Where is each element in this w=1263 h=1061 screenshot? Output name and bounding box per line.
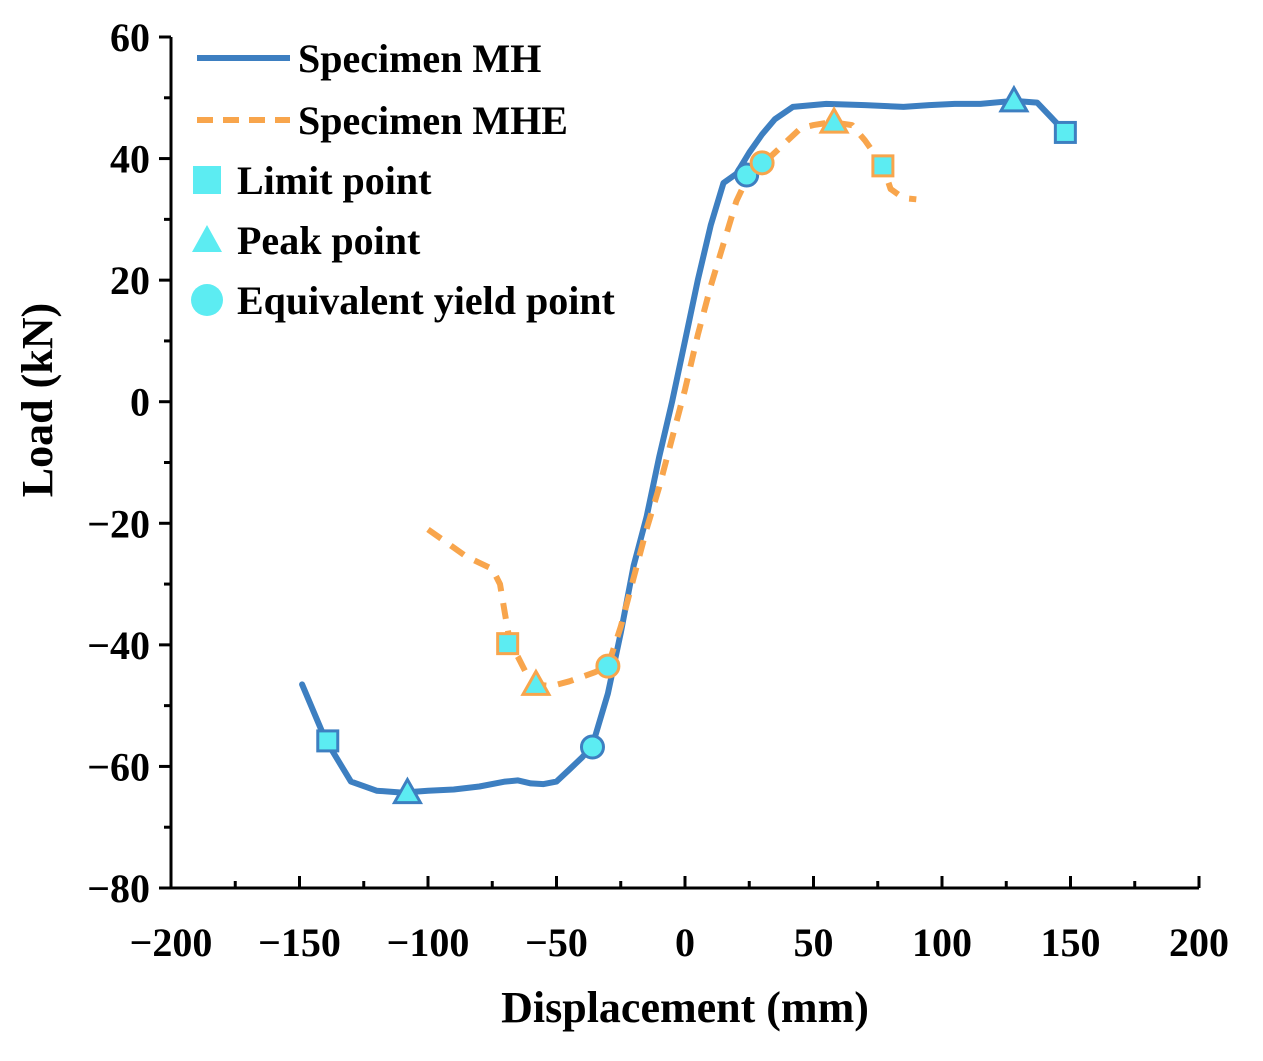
y-tick-label: 20 [110, 258, 150, 303]
y-tick-label: 0 [130, 380, 150, 425]
x-tick-label: 150 [1041, 920, 1101, 965]
legend-label-peak: Peak point [237, 218, 421, 263]
x-tick-label: 100 [912, 920, 972, 965]
axes-frame [169, 37, 1199, 890]
legend-label-limit: Limit point [237, 158, 432, 203]
equivalent-yield-point-marker [579, 734, 605, 760]
y-tick-label: −60 [87, 744, 150, 789]
equivalent-yield-point-marker [595, 653, 621, 679]
legend-label-yield: Equivalent yield point [237, 278, 616, 323]
legend-peak-triangle-icon [192, 225, 222, 252]
tick-labels: −200 −150 −100 −50 0 50 100 150 200−80−60−40−200… [87, 15, 1229, 965]
markers-layer [316, 84, 1077, 805]
limit-point-marker [496, 632, 520, 656]
legend-limit-square-icon [193, 166, 221, 194]
legend-label-mhe: Specimen MHE [298, 98, 568, 143]
x-tick-label: −50 [525, 920, 588, 965]
x-tick-label: 200 [1169, 920, 1229, 965]
x-tick-label: −200 [130, 920, 213, 965]
equivalent-yield-point-marker [749, 150, 775, 176]
legend: Specimen MH Specimen MHE Limit point Pea… [191, 36, 616, 323]
y-axis-title: Load (kN) [13, 303, 62, 497]
x-tick-label: 50 [794, 920, 834, 965]
peak-point-marker [998, 84, 1030, 113]
y-tick-label: −40 [87, 623, 150, 668]
x-tick-label: −100 [387, 920, 470, 965]
limit-point-marker [871, 154, 895, 178]
peak-point-marker [818, 106, 850, 134]
limit-point-marker [316, 729, 340, 753]
x-tick-label: −150 [258, 920, 341, 965]
x-tick-label: 0 [675, 920, 695, 965]
legend-label-mh: Specimen MH [298, 36, 541, 81]
series-layer [299, 97, 1069, 796]
y-tick-label: −20 [87, 501, 150, 546]
x-axis-title: Displacement (mm) [501, 983, 869, 1032]
y-tick-label: −80 [87, 866, 150, 911]
peak-point-marker [391, 776, 424, 805]
y-tick-label: 40 [110, 137, 150, 182]
limit-point-marker [1053, 120, 1077, 144]
peak-point-marker [520, 668, 552, 696]
y-tick-label: 60 [110, 15, 150, 60]
series-line-mh [299, 97, 1069, 796]
legend-yield-circle-icon [191, 284, 223, 316]
